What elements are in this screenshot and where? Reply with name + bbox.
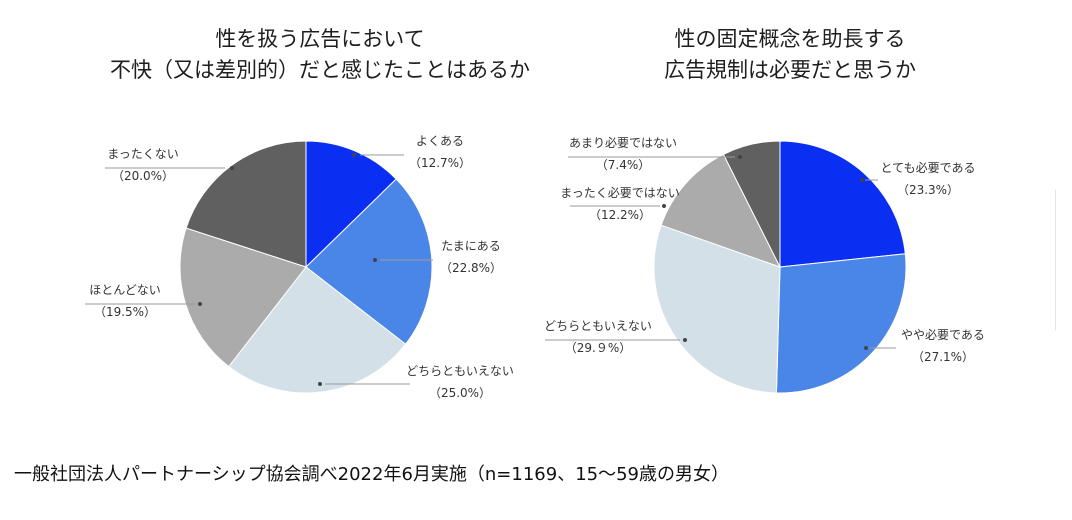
pie-0 bbox=[179, 140, 433, 394]
slice-value-label: （25.0%） bbox=[429, 386, 491, 400]
slice-label: たまにある bbox=[441, 239, 501, 253]
leader-dot bbox=[738, 155, 742, 159]
slice-value-label: （20.0%） bbox=[112, 169, 174, 183]
slice-value-label: （29.９%） bbox=[565, 341, 632, 355]
chart-title-right: 性の固定概念を助長する 広告規制は必要だと思うか bbox=[560, 24, 1020, 86]
slice-label: どちらともいえない bbox=[406, 364, 514, 378]
title-line: 不快（又は差別的）だと感じたことはあるか bbox=[110, 58, 530, 82]
leader-dot bbox=[662, 204, 666, 208]
title-line: 性の固定概念を助長する bbox=[674, 27, 906, 51]
slice-value-label: （23.3%） bbox=[897, 183, 959, 197]
leader-dot bbox=[373, 258, 377, 262]
slice-value-label: （22.8%） bbox=[440, 261, 502, 275]
title-line: 広告規制は必要だと思うか bbox=[664, 58, 916, 82]
pie-1 bbox=[653, 140, 907, 394]
leader-dot bbox=[683, 338, 687, 342]
slice-label: よくある bbox=[416, 134, 464, 148]
slice-value-label: （19.5%） bbox=[94, 305, 156, 319]
pie-slice bbox=[779, 140, 906, 268]
slice-value-label: （12.2%） bbox=[589, 208, 651, 222]
pie-slice bbox=[228, 266, 407, 394]
pie-slice bbox=[305, 140, 397, 269]
chart-title-left: 性を扱う広告において 不快（又は差別的）だと感じたことはあるか bbox=[90, 24, 550, 86]
slice-value-label: （7.4%） bbox=[596, 158, 651, 172]
slice-value-label: （27.1%） bbox=[912, 350, 974, 364]
slice-label: まったくない bbox=[107, 147, 179, 161]
slice-label: ほとんどない bbox=[89, 283, 160, 297]
leader-dot bbox=[230, 166, 234, 170]
source-footnote: 一般社団法人パートナーシップ協会調べ2022年6月実施（n=1169、15〜59… bbox=[14, 464, 730, 485]
leader-dot bbox=[198, 302, 202, 306]
leader-dot bbox=[318, 382, 322, 386]
slice-label: やや必要である bbox=[901, 328, 985, 342]
leader-dot bbox=[864, 346, 868, 350]
pie-slice bbox=[653, 224, 781, 394]
pie-slice bbox=[185, 140, 307, 268]
leader-dot bbox=[860, 178, 864, 182]
slice-value-label: （12.7%） bbox=[409, 156, 471, 170]
slice-label: どちらともいえない bbox=[544, 319, 652, 333]
slice-label: あまり必要ではない bbox=[569, 136, 677, 150]
divider bbox=[1055, 190, 1056, 330]
slice-label: とても必要である bbox=[881, 161, 976, 175]
slice-label: まったく必要ではない bbox=[560, 186, 680, 200]
pie-slice bbox=[775, 253, 907, 394]
leader-dot bbox=[352, 153, 356, 157]
title-line: 性を扱う広告において bbox=[215, 27, 425, 51]
pie-slice bbox=[722, 140, 781, 268]
